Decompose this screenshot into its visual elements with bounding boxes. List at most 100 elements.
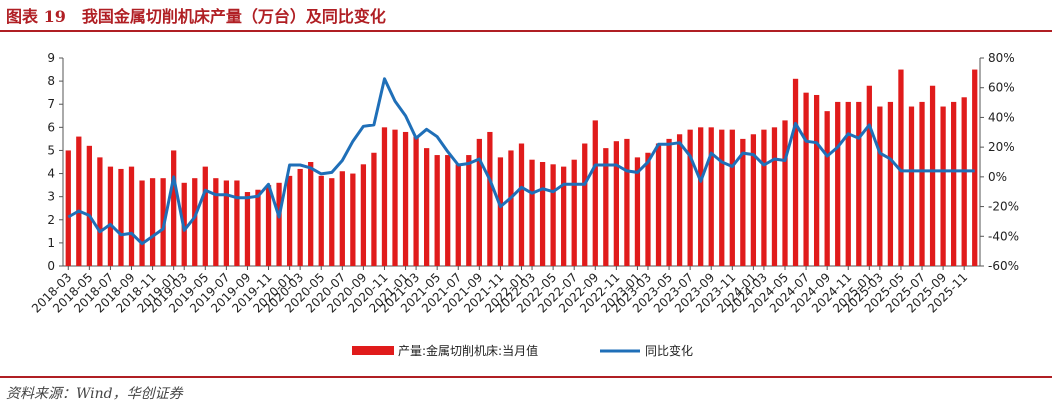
bar: [213, 178, 219, 266]
bar: [972, 69, 978, 266]
bar: [582, 143, 588, 266]
bar: [940, 106, 946, 267]
bar: [434, 155, 440, 266]
bar: [676, 134, 683, 266]
bar: [360, 164, 367, 266]
bar: [613, 141, 619, 266]
bar: [413, 136, 419, 266]
bar: [276, 182, 282, 266]
bar: [592, 120, 598, 267]
bar: [466, 155, 472, 266]
legend-label-line: 同比变化: [645, 343, 693, 358]
bar: [445, 155, 451, 266]
bar: [624, 138, 630, 266]
bar: [244, 192, 251, 266]
figure-title: 图表 19 我国金属切削机床产量（万台）及同比变化: [6, 7, 386, 26]
footer-divider: [0, 376, 1052, 378]
y-right-tick-label: 20%: [988, 140, 1015, 154]
bar: [497, 157, 504, 266]
bar: [792, 78, 799, 266]
bar: [76, 136, 82, 266]
bar: [908, 106, 915, 267]
bar: [329, 178, 335, 266]
bar: [118, 168, 124, 266]
bar: [740, 138, 746, 266]
bar: [202, 166, 208, 266]
bar: [561, 166, 567, 266]
y-left-tick-label: 8: [47, 74, 55, 88]
bar: [803, 92, 809, 266]
y-right-tick-label: 60%: [988, 81, 1015, 95]
bar: [761, 129, 767, 266]
bar: [476, 138, 482, 266]
y-left-tick-label: 3: [47, 190, 55, 204]
legend-label-bar: 产量:金属切削机床:当月值: [398, 343, 538, 358]
y-left-tick-label: 7: [47, 97, 55, 111]
y-right-tick-label: -40%: [988, 229, 1019, 243]
bar: [424, 148, 430, 266]
bar: [845, 101, 851, 267]
title-divider: [0, 30, 1052, 32]
line-series: [67, 77, 975, 246]
bar: [381, 127, 388, 266]
bar: [539, 162, 546, 266]
bar: [687, 129, 693, 266]
bar: [128, 166, 135, 266]
bar: [929, 85, 936, 266]
bar: [65, 150, 71, 266]
bar: [192, 178, 198, 266]
bar: [708, 127, 714, 266]
bar: [223, 180, 230, 266]
bar: [719, 129, 725, 266]
bar: [508, 150, 514, 266]
bar: [265, 185, 272, 266]
bar: [392, 129, 398, 266]
y-right-tick-label: 0%: [988, 170, 1007, 184]
bar: [877, 106, 883, 267]
bar: [518, 143, 525, 266]
bar: [529, 159, 535, 266]
bar: [371, 152, 377, 266]
bar: [750, 134, 757, 266]
bar: [234, 180, 240, 266]
y-left-tick-label: 5: [47, 143, 55, 157]
y-left-tick-label: 2: [47, 213, 55, 227]
bar: [86, 145, 92, 266]
bar: [961, 97, 967, 267]
bar: [655, 143, 662, 266]
y-right-tick-label: 80%: [988, 51, 1015, 65]
bar: [835, 101, 841, 267]
bar: [729, 129, 735, 266]
bar: [698, 127, 704, 266]
y-left-tick-label: 0: [47, 259, 55, 273]
y-right-tick-label: -60%: [988, 259, 1019, 273]
legend-swatch-bar: [352, 346, 394, 355]
bar: [666, 138, 672, 266]
bar: [824, 111, 830, 267]
bar: [919, 101, 925, 267]
bar: [149, 178, 156, 266]
bar: [318, 175, 324, 266]
y-left-tick-label: 4: [47, 167, 55, 181]
bar: [139, 180, 145, 266]
bar: [856, 101, 862, 267]
y-left-tick-label: 6: [47, 120, 55, 134]
bar: [255, 189, 261, 266]
bar: [286, 175, 293, 266]
y-right-tick-label: 40%: [988, 110, 1015, 124]
bar: [97, 157, 103, 266]
y-right-tick-label: -20%: [988, 200, 1019, 214]
chart-legend: 产量:金属切削机床:当月值 同比变化: [352, 343, 693, 358]
bar: [107, 166, 114, 266]
bar: [487, 131, 493, 266]
bar: [951, 101, 957, 267]
bar: [603, 148, 609, 266]
bar: [813, 94, 820, 266]
bar: [571, 159, 577, 266]
bar: [455, 164, 461, 266]
bar: [171, 150, 177, 266]
bar-series: [65, 69, 978, 267]
bar: [634, 157, 641, 266]
bar: [339, 171, 345, 266]
bar: [771, 127, 778, 266]
